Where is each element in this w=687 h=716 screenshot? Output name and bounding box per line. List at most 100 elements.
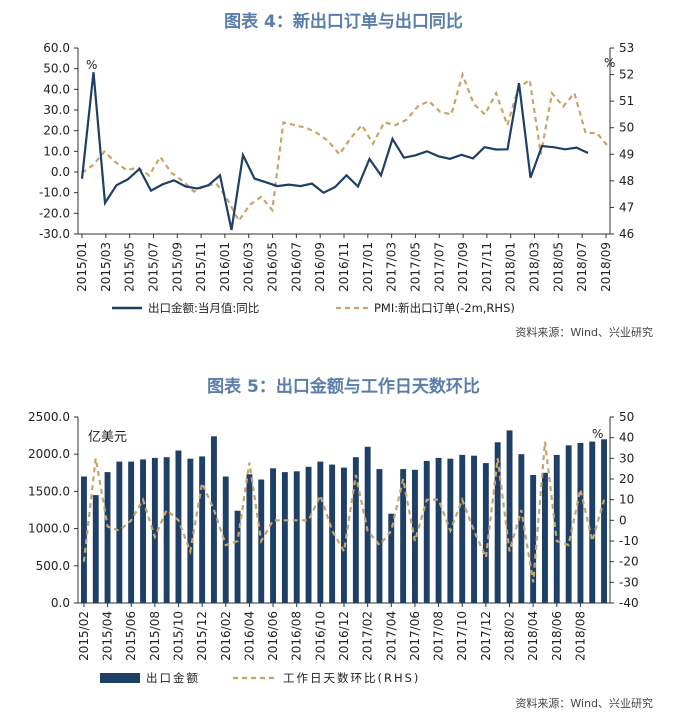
chart5-xtick-label: 2015/10: [171, 611, 185, 661]
chart4-ytick-label: 50.0: [43, 62, 70, 76]
chart4-ytick-label: -30.0: [39, 227, 70, 241]
chart4-ytick-label: 40.0: [43, 82, 70, 96]
chart5-bar: [163, 457, 170, 603]
chart5-bar: [530, 475, 537, 603]
chart5-title: 图表 5：出口金额与工作日天数环比: [207, 377, 480, 397]
chart5-bar: [577, 443, 584, 603]
chart5-y2tick-label: -40: [619, 596, 639, 610]
chart5-bar: [246, 474, 253, 603]
chart5-xtick-label: 2015/02: [77, 611, 91, 661]
chart5-xtick-label: 2017/08: [432, 611, 446, 661]
chart4-ytick-label: -10.0: [39, 186, 70, 200]
chart5-bar: [376, 469, 383, 603]
chart5-xtick-label: 2018/04: [526, 611, 540, 661]
chart5-bar: [494, 442, 501, 603]
chart5-bar: [352, 457, 359, 603]
chart5-legend-swatch-bar: [100, 673, 140, 683]
chart4-legend-pmi: PMI:新出口订单(-2m,RHS): [374, 301, 515, 315]
chart5-xtick-label: 2018/02: [503, 611, 517, 661]
chart4-xtick-label: 2015/05: [123, 242, 137, 292]
chart4-xtick-label: 2018/05: [551, 242, 565, 292]
chart5-bar: [364, 446, 371, 603]
chart5-ytick-label: 500.0: [36, 559, 70, 573]
chart5-xtick-label: 2015/08: [148, 611, 162, 661]
chart4-xtick-label: 2017/11: [480, 242, 494, 292]
chart5-bar: [423, 460, 430, 603]
chart4-xtick-label: 2018/07: [575, 242, 589, 292]
chart5-bar: [601, 439, 607, 603]
chart5-bar: [305, 466, 312, 603]
chart5-bar: [435, 457, 442, 603]
chart5-xtick-label: 2016/02: [219, 611, 233, 661]
chart5-bar: [211, 436, 217, 603]
chart5-bar: [116, 461, 123, 603]
chart4-xtick-label: 2015/03: [99, 242, 113, 292]
chart5-xtick-label: 2016/06: [266, 611, 280, 661]
chart4-title: 图表 4：新出口订单与出口同比: [224, 12, 463, 32]
chart5-y2tick-label: -30: [619, 575, 639, 589]
chart5-xtick-label: 2017/10: [455, 611, 469, 661]
chart5-y2tick-label: 10: [619, 493, 634, 507]
chart5-left-unit: 亿美元: [88, 430, 127, 445]
chart5-bar: [199, 456, 206, 603]
chart4-left-unit: %: [86, 58, 97, 72]
chart5-xtick-label: 2017/06: [408, 611, 422, 661]
chart5-legend-export: 出口金额: [146, 671, 200, 685]
chart4-xtick-label: 2016/07: [289, 242, 303, 292]
chart5-bar: [589, 441, 596, 603]
chart5-bar: [222, 476, 229, 603]
chart4-xtick-label: 2018/03: [528, 242, 542, 292]
chart5-y2tick-label: 40: [619, 431, 634, 445]
chart4-y2tick-label: 49: [619, 147, 634, 161]
chart5-xtick-label: 2015/04: [101, 611, 115, 661]
chart5-bar: [104, 472, 111, 603]
chart5-bar: [92, 495, 99, 603]
chart4-y2tick-label: 53: [619, 41, 634, 55]
chart5-bar: [400, 469, 407, 603]
chart4-y2tick-label: 52: [619, 68, 634, 82]
chart5-bar: [459, 454, 466, 603]
chart4-xtick-label: 2017/09: [456, 242, 470, 292]
chart4-legend-export: 出口金额:当月值:同比: [148, 301, 259, 315]
chart5-bar: [270, 468, 276, 603]
chart4-xtick-label: 2016/01: [218, 242, 232, 292]
chart4-y2tick-label: 51: [619, 94, 634, 108]
chart4-source: 资料来源：Wind、兴业研究: [515, 326, 653, 339]
chart4-y2tick-label: 48: [619, 174, 634, 188]
chart5-bar: [518, 454, 525, 603]
chart5-bar: [542, 472, 548, 603]
chart4-xtick-label: 2016/09: [313, 242, 327, 292]
chart4-series-pmi-line: [81, 71, 609, 223]
chart5-bar: [81, 476, 87, 603]
chart5-bar: [234, 510, 241, 603]
chart4-xtick-label: 2016/03: [242, 242, 256, 292]
chart5-bar: [329, 464, 336, 603]
chart5-y2tick-label: -20: [619, 555, 639, 569]
chart5-xtick-label: 2015/12: [195, 611, 209, 661]
chart4-ytick-label: 0.0: [51, 165, 70, 179]
chart4-y2tick-label: 46: [619, 227, 634, 241]
chart5-bar: [565, 445, 572, 603]
chart4-xtick-label: 2018/01: [504, 242, 518, 292]
chart5-xtick-label: 2015/06: [124, 611, 138, 661]
chart5-bar: [187, 458, 194, 603]
chart5-y2tick-label: 0: [619, 513, 627, 527]
chart5-xtick-label: 2016/12: [337, 611, 351, 661]
chart5-ytick-label: 2000.0: [28, 447, 70, 461]
chart4-xtick-label: 2017/07: [432, 242, 446, 292]
chart5-bar: [128, 461, 135, 603]
chart4-ytick-label: 20.0: [43, 124, 70, 138]
chart4-xtick-label: 2017/03: [385, 242, 399, 292]
chart5-xtick-label: 2016/08: [290, 611, 304, 661]
chart5-xtick-label: 2018/08: [573, 611, 587, 661]
chart5-ytick-label: 1000.0: [28, 522, 70, 536]
chart5-y2tick-label: 30: [619, 451, 634, 465]
chart5-xtick-label: 2017/02: [361, 611, 375, 661]
chart5-bar: [482, 463, 489, 603]
chart4-y2tick-label: 50: [619, 121, 634, 135]
chart5-bar: [175, 450, 182, 603]
chart5-xtick-label: 2017/04: [384, 611, 398, 661]
chart5-y2tick-label: -10: [619, 534, 639, 548]
chart4-xtick-label: 2015/09: [170, 242, 184, 292]
